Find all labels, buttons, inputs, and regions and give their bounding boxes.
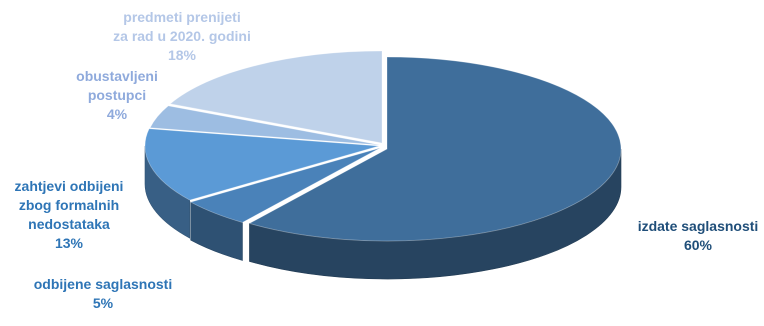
pie-slice-odbijene-saglasnosti xyxy=(189,147,381,223)
data-label-odbijene-saglasnosti: odbijene saglasnosti 5% xyxy=(34,276,172,311)
data-label-izdate-saglasnosti: izdate saglasnosti 60% xyxy=(638,218,759,253)
pie-slices xyxy=(144,50,622,242)
pie-slice-obustavljeni-postupci xyxy=(149,105,381,146)
pie-side-walls xyxy=(144,145,622,280)
pie-labels: izdate saglasnosti 60% odbijene saglasnost… xyxy=(15,9,759,311)
pie-slice-zahtjevi-odbijeni-zbog-formalnih-nedostataka xyxy=(144,128,380,201)
pie-slice-predmeti-prenijeti-za-rad-u-2020-godini xyxy=(169,50,383,144)
data-label-predmeti-prenijeti-za-rad-u-2020-godini: predmeti prenijeti za rad u 2020. godini 1… xyxy=(113,9,251,63)
pie-slice-izdate-saglasnosti xyxy=(248,56,622,242)
data-label-obustavljeni-postupci: obustavljeni postupci 4% xyxy=(76,68,158,122)
pie-side-odbijene-saglasnosti xyxy=(190,201,243,261)
data-label-zahtjevi-odbijeni-zbog-formalnih-nedostataka: zahtjevi odbijeni zbog formalnih nedostata… xyxy=(15,178,124,251)
